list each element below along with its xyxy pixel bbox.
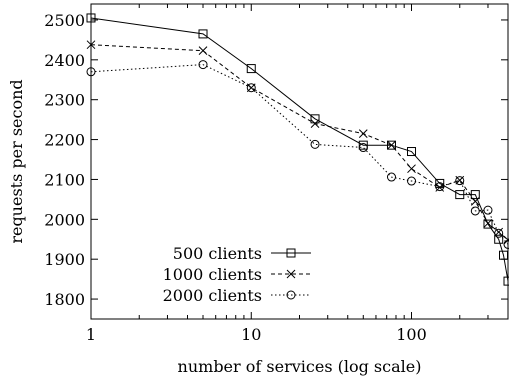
data-point — [494, 228, 504, 238]
data-point — [470, 190, 480, 200]
y-tick-label: 2100 — [44, 170, 85, 189]
legend-label: 1000 clients — [163, 265, 262, 284]
legend-marker — [286, 269, 296, 279]
data-point — [358, 143, 368, 153]
y-tick-label: 2300 — [44, 91, 85, 110]
data-point — [198, 60, 208, 70]
data-point — [407, 176, 417, 186]
data-point — [310, 114, 320, 124]
data-point — [470, 206, 480, 216]
legend-item: 500 clients — [173, 244, 311, 263]
y-tick-label: 1900 — [44, 250, 85, 269]
data-point — [386, 140, 396, 150]
data-point — [246, 64, 256, 74]
data-point — [455, 190, 465, 200]
y-tick-label: 2200 — [44, 131, 85, 150]
series-1 — [86, 13, 509, 286]
data-point — [407, 147, 417, 157]
legend-marker — [286, 290, 296, 300]
y-tick-label: 2400 — [44, 51, 85, 70]
series-line — [90, 64, 509, 245]
series-2 — [86, 40, 509, 245]
data-point — [386, 172, 396, 182]
data-point — [407, 164, 416, 174]
legend: 500 clients 1000 clients 2000 clients — [163, 244, 311, 305]
data-point — [483, 218, 493, 228]
y-tick-label: 2000 — [44, 210, 85, 229]
legend-marker — [286, 248, 296, 258]
series-lines — [86, 13, 509, 286]
data-point — [494, 234, 504, 244]
data-point — [198, 46, 208, 56]
data-point — [358, 140, 368, 150]
legend-item: 2000 clients — [163, 286, 311, 305]
x-axis-label: number of services (log scale) — [178, 357, 422, 376]
data-point — [483, 205, 493, 215]
legend-label: 500 clients — [173, 244, 262, 263]
data-point — [310, 119, 320, 128]
data-point — [387, 140, 396, 150]
series-line — [90, 17, 509, 282]
series-line — [90, 44, 509, 241]
y-axis-label: requests per second — [7, 79, 26, 243]
y-tick-label: 2500 — [44, 11, 85, 30]
data-point — [246, 83, 256, 93]
data-point — [435, 182, 445, 192]
data-point — [483, 219, 493, 229]
y-tick-label: 1800 — [44, 290, 85, 309]
data-point — [310, 139, 320, 149]
legend-item: 1000 clients — [163, 265, 311, 284]
data-point — [455, 176, 465, 186]
plot-frame — [90, 3, 509, 320]
data-point — [494, 227, 504, 237]
x-tick-label: 10 — [241, 325, 261, 344]
legend-label: 2000 clients — [163, 286, 262, 305]
x-tick-label: 1 — [86, 325, 96, 344]
series-3 — [86, 60, 509, 249]
data-point — [198, 29, 208, 39]
axis-ticks: 1800 1900 2000 2100 2200 2300 2400 2500 1 10 100 — [44, 4, 509, 344]
x-tick-label: 100 — [396, 325, 427, 344]
data-point — [358, 129, 368, 138]
data-point — [470, 197, 480, 206]
